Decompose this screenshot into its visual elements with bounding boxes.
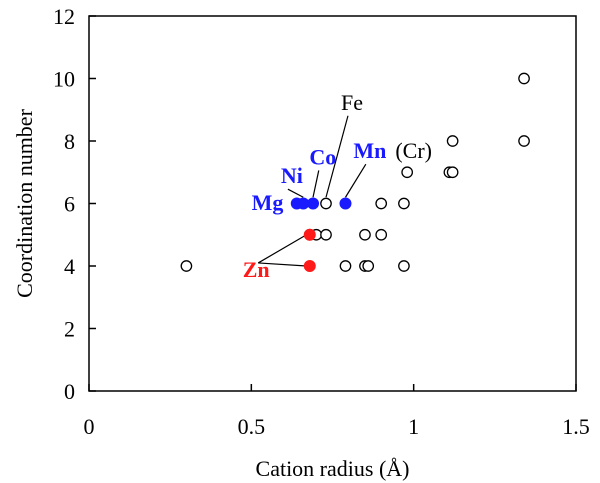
open-point bbox=[398, 260, 410, 272]
annotation-label: Co bbox=[309, 144, 336, 169]
y-tick-label: 6 bbox=[64, 192, 75, 217]
y-tick-label: 10 bbox=[53, 67, 75, 92]
y-tick-label: 0 bbox=[64, 379, 75, 404]
x-tick-label: 1.5 bbox=[562, 414, 590, 439]
filled-point bbox=[307, 197, 320, 210]
annotation-leader-line bbox=[325, 115, 349, 198]
y-tick-label: 12 bbox=[53, 4, 75, 29]
annotation-leader-line bbox=[344, 163, 367, 198]
annotation-leader-line bbox=[287, 188, 304, 198]
annotation-leader-line bbox=[258, 262, 307, 267]
open-point bbox=[320, 228, 332, 241]
open-point bbox=[446, 135, 459, 147]
x-tick-label: 1 bbox=[408, 414, 419, 439]
x-tick-label: 0.5 bbox=[238, 414, 266, 439]
open-point bbox=[375, 197, 388, 210]
open-point bbox=[320, 197, 332, 210]
x-axis-title: Cation radius (Å) bbox=[256, 456, 410, 481]
filled-point bbox=[339, 197, 352, 210]
y-tick-label: 2 bbox=[64, 317, 75, 342]
annotation-label: Mg bbox=[252, 190, 284, 215]
x-tick-label: 0 bbox=[84, 414, 95, 439]
y-tick-label: 8 bbox=[64, 129, 75, 154]
filled-point bbox=[303, 260, 316, 272]
y-axis-title: Coordination number bbox=[12, 108, 37, 297]
annotation-label: Fe bbox=[341, 90, 363, 115]
open-point bbox=[359, 228, 371, 241]
annotation-label: Mn bbox=[353, 138, 386, 163]
open-point bbox=[518, 135, 530, 147]
open-point bbox=[362, 260, 375, 272]
open-point bbox=[518, 72, 530, 85]
axes bbox=[88, 15, 577, 392]
annotation-label: Zn bbox=[243, 257, 270, 282]
annotation-label: Ni bbox=[281, 163, 303, 188]
open-point bbox=[339, 260, 352, 272]
open-point bbox=[398, 197, 410, 210]
annotation-leader-line bbox=[312, 170, 320, 198]
open-point bbox=[375, 228, 388, 241]
y-tick-label: 4 bbox=[64, 254, 75, 279]
annotation-label: (Cr) bbox=[395, 138, 432, 163]
open-point bbox=[180, 260, 193, 272]
filled-point bbox=[303, 228, 316, 241]
ticks: 0 0.5 1 1.5 0 2 4 6 8 10 12 bbox=[53, 4, 590, 439]
data-points bbox=[180, 72, 530, 272]
open-point bbox=[446, 166, 459, 179]
annotation-leader-line bbox=[257, 234, 307, 264]
open-point bbox=[401, 166, 414, 179]
plot-frame bbox=[88, 15, 577, 392]
